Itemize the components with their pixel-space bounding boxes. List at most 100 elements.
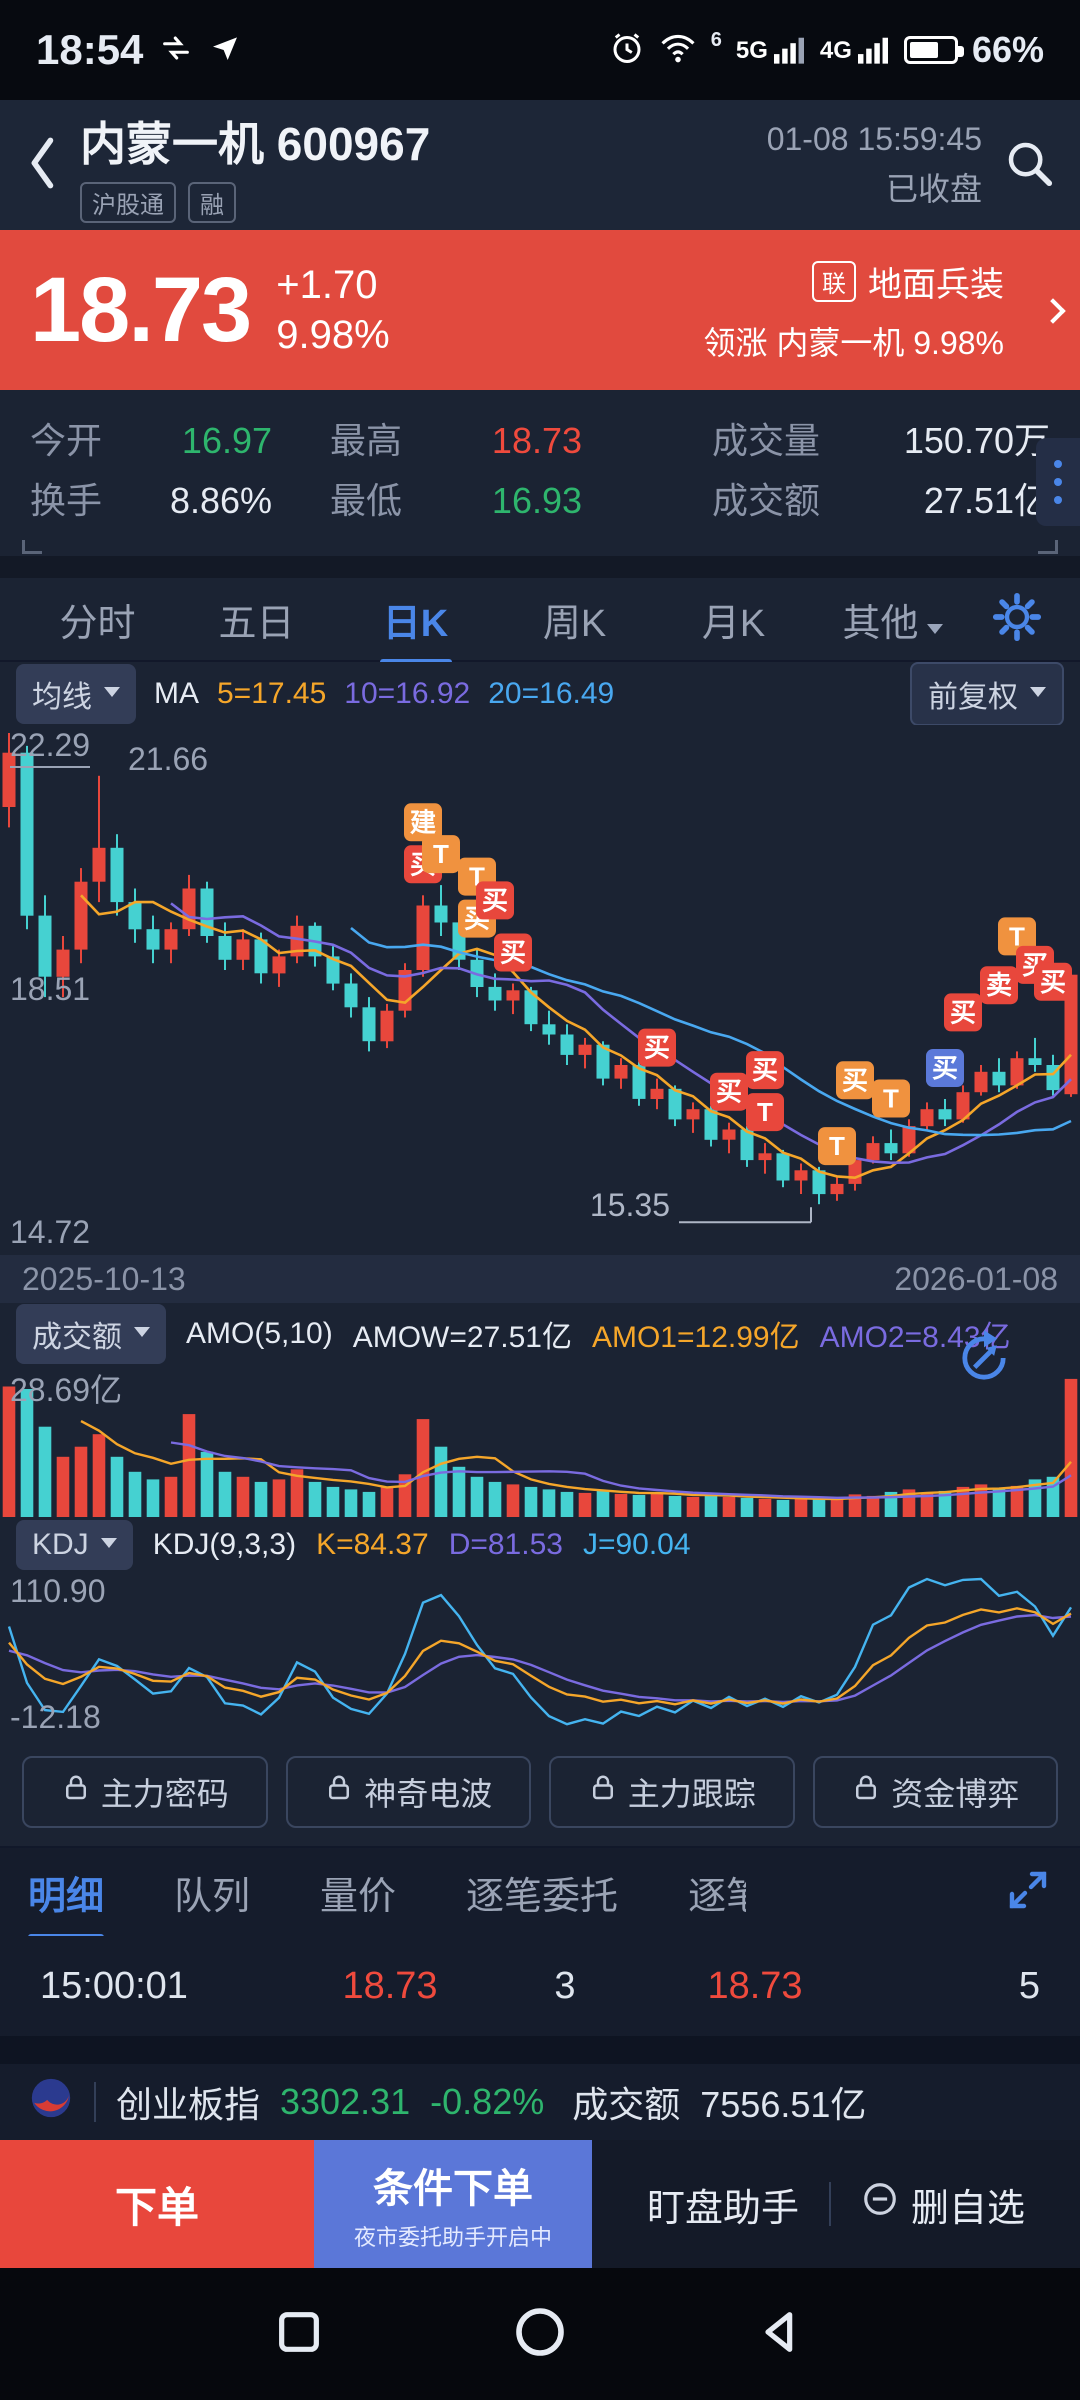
clock-time: 18:54 (36, 26, 144, 73)
high-label: 最高 (330, 420, 403, 461)
signal-5g: 5G (736, 35, 806, 65)
rotate-landscape-icon[interactable] (952, 1326, 1016, 1395)
remove-watchlist-button[interactable]: 删自选 (861, 2177, 1025, 2232)
lock-icon (61, 1773, 91, 1811)
volume-label: 成交量 (711, 420, 820, 461)
index-change-pct: -0.82% (430, 2081, 545, 2122)
low-value: 16.93 (491, 480, 583, 521)
tab-minute[interactable]: 分时 (59, 602, 136, 645)
tab-zhubi[interactable]: 逐笔 (688, 1875, 747, 1918)
chevron-down-icon (926, 623, 943, 634)
adjust-selector[interactable]: 前复权 (910, 661, 1064, 726)
kdj-chart[interactable]: 110.90 -12.18 (0, 1573, 1080, 1738)
tab-mingxi[interactable]: 明细 (28, 1865, 104, 1920)
minus-circle-icon (861, 2180, 899, 2228)
svg-text:T: T (883, 1084, 899, 1114)
volume-chart-svg (2, 1378, 1078, 1517)
tab-daily-k[interactable]: 日K (336, 592, 495, 647)
divider (94, 2082, 96, 2122)
market-status: 已收盘 (885, 170, 982, 207)
battery-icon (903, 36, 964, 64)
tag-margin: 融 (188, 181, 236, 223)
low-label: 最低 (330, 480, 403, 521)
back-nav-button[interactable] (755, 2306, 807, 2363)
svg-text:T: T (757, 1097, 773, 1127)
svg-text:卖: 卖 (986, 970, 1012, 1000)
home-button[interactable] (512, 2304, 568, 2365)
corner-bracket-right (1038, 540, 1058, 554)
monitor-assistant-button[interactable]: 盯盘助手 (646, 2187, 799, 2230)
tab-5day[interactable]: 五日 (218, 602, 295, 645)
amow-value: AMOW=27.51亿 (352, 1321, 572, 1354)
svg-text:建: 建 (410, 807, 436, 837)
axis-min-price: 14.72 (10, 1214, 91, 1250)
volume-indicator-selector[interactable]: 成交额 (16, 1304, 166, 1364)
recents-button[interactable] (273, 2306, 325, 2363)
search-icon[interactable] (1002, 136, 1056, 195)
date-axis: 2025-10-13 2026-01-08 (0, 1255, 1080, 1303)
lock-icon (851, 1773, 881, 1811)
tag-hugutong: 沪股通 (80, 181, 176, 223)
feature-zijin-boyi[interactable]: 资金博弈 (812, 1756, 1058, 1828)
tab-weekly-k[interactable]: 周K (542, 602, 607, 645)
index-ticker-bar[interactable]: 创业板指 3302.31 -0.82% 成交额 7556.51亿 (0, 2064, 1080, 2140)
status-bar: 18:54 6 5G 4G 66% (0, 0, 1080, 100)
divider (829, 2182, 831, 2226)
tab-liangjia[interactable]: 量价 (320, 1875, 397, 1918)
conditional-order-button[interactable]: 条件下单 夜市委托助手开启中 (314, 2140, 592, 2268)
amo1-value: AMO1=12.99亿 (591, 1321, 800, 1354)
trade-price-1: 18.73 (342, 1964, 438, 2007)
volume-chart[interactable]: 28.69亿 (0, 1365, 1080, 1517)
svg-text:买: 买 (500, 938, 526, 968)
ma20-value: 20=16.49 (488, 676, 615, 710)
back-icon[interactable] (24, 134, 64, 197)
wifi6-badge: 6 (710, 28, 722, 51)
tab-duilie[interactable]: 队列 (174, 1875, 251, 1918)
kdj-selector[interactable]: KDJ (16, 1520, 133, 1570)
kdj-j-value: J=90.04 (582, 1528, 691, 1561)
header: 内蒙一机 600967 沪股通 融 01-08 15:59:45 已收盘 (0, 100, 1080, 230)
sector-leader: 领涨 内蒙一机 9.98% (703, 324, 1004, 361)
candlestick-chart[interactable]: 建买TT买买买买买买TT买T买买卖T买买 22.29 21.66 18.51 1… (0, 725, 1080, 1255)
kdj-d-value: D=81.53 (448, 1528, 563, 1561)
period-tab-bar: 分时 五日 日K 周K 月K 其他 (0, 578, 1080, 662)
amount-label: 成交额 (711, 480, 820, 521)
volume-value: 150.70万 (903, 420, 1050, 461)
axis-high-price: 21.66 (128, 741, 209, 777)
svg-text:买: 买 (752, 1055, 778, 1085)
ma10-value: 10=16.92 (344, 676, 471, 710)
more-menu-icon[interactable] (1036, 438, 1080, 526)
chevron-down-icon (100, 1538, 117, 1548)
feature-zhuli-mima[interactable]: 主力密码 (22, 1756, 268, 1828)
trade-time: 15:00:01 (40, 1964, 188, 2007)
gear-icon[interactable] (972, 591, 1062, 648)
expand-icon[interactable] (1004, 1866, 1052, 1919)
lock-icon (588, 1773, 618, 1811)
tab-zhubi-weituo[interactable]: 逐笔委托 (466, 1875, 619, 1918)
place-order-button[interactable]: 下单 (0, 2140, 314, 2268)
trade-volume-1: 3 (554, 1964, 576, 2007)
axis-mid-price: 18.51 (10, 971, 91, 1007)
section-divider (0, 556, 1080, 578)
feature-shenqi-dianbo[interactable]: 神奇电波 (285, 1756, 531, 1828)
index-value: 3302.31 (280, 2081, 411, 2122)
date-start: 2025-10-13 (22, 1260, 186, 1297)
feature-zhuli-genzong[interactable]: 主力跟踪 (549, 1756, 795, 1828)
index-amount: 7556.51亿 (700, 2084, 867, 2125)
tab-other[interactable]: 其他 (813, 592, 972, 647)
svg-text:买: 买 (644, 1033, 670, 1063)
battery-percent: 66% (971, 29, 1044, 70)
tab-monthly-k[interactable]: 月K (701, 602, 766, 645)
chevron-right-icon (1040, 298, 1066, 324)
ma-selector[interactable]: 均线 (16, 663, 136, 724)
android-nav-bar (0, 2268, 1080, 2400)
price-banner[interactable]: 18.73 +1.70 9.98% 联 地面兵装 领涨 内蒙一机 9.98% (0, 230, 1080, 390)
kdj-k-value: K=84.37 (316, 1528, 429, 1561)
kdj-indicator-bar: KDJ KDJ(9,3,3) K=84.37 D=81.53 J=90.04 (0, 1517, 1080, 1573)
svg-text:买: 买 (950, 997, 976, 1027)
trade-detail-row[interactable]: 15:00:01 18.73 3 18.73 5 (0, 1936, 1080, 2036)
app-logo-icon (28, 2075, 74, 2130)
amo-indicator-bar: 成交额 AMO(5,10) AMOW=27.51亿 AMO1=12.99亿 AM… (0, 1303, 1080, 1365)
date-end: 2026-01-08 (894, 1260, 1058, 1297)
ma5-value: 5=17.45 (217, 676, 327, 710)
